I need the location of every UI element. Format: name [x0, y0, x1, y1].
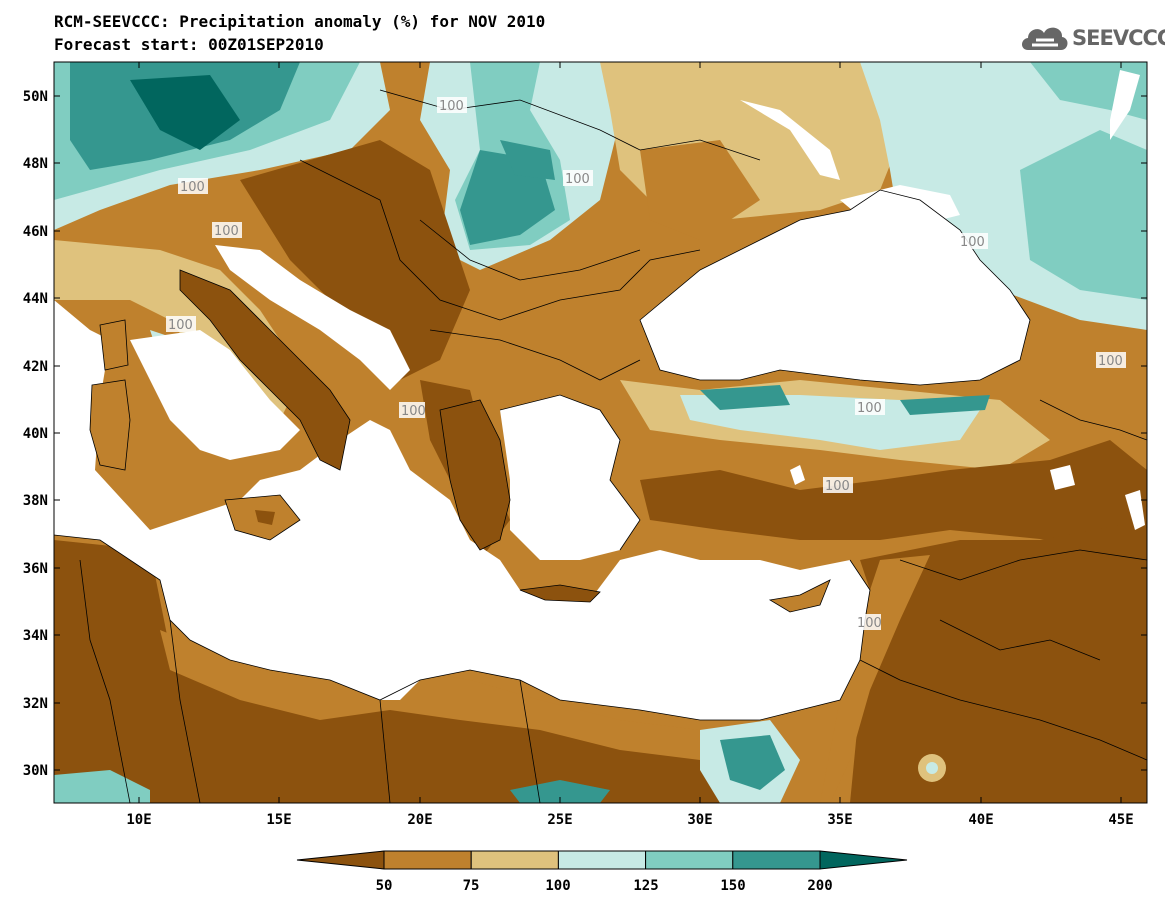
moderate-coast-africa	[160, 630, 740, 760]
cloud-icon	[1022, 27, 1068, 50]
contour-label: 100	[439, 99, 464, 114]
lat-label: 40N	[23, 426, 48, 442]
lat-label: 34N	[23, 628, 48, 644]
contour-label: 100	[857, 401, 882, 416]
italy-peninsula	[180, 270, 350, 470]
lon-label: 15E	[266, 812, 291, 828]
logo-text: SEEVCCC	[1072, 26, 1165, 50]
wet-region-russia	[860, 62, 1147, 330]
contour-label: 100	[857, 616, 882, 631]
wet-region-carpathians	[420, 62, 640, 270]
island-sardinia	[90, 380, 130, 470]
lon-label: 35E	[827, 812, 852, 828]
lon-label: 10E	[126, 812, 151, 828]
dry-region-south-anatolia	[640, 440, 1147, 540]
tyrrhenian-adriatic-sea	[130, 330, 300, 460]
aegean-sea	[500, 395, 640, 560]
lake-dnieper	[740, 100, 840, 180]
dry-region-middle-east	[850, 520, 1147, 803]
lon-label: 40E	[968, 812, 993, 828]
borders	[54, 89, 1147, 803]
lon-label: 30E	[687, 812, 712, 828]
wet-region-central-europe	[54, 62, 390, 230]
lat-label: 46N	[23, 224, 48, 240]
greece-peninsula	[440, 400, 510, 550]
wet-region-anatolia	[620, 380, 1050, 470]
black-sea	[640, 190, 1030, 385]
lon-label: 20E	[407, 812, 432, 828]
lat-label: 48N	[23, 156, 48, 172]
contour-labels: 100 100 100 100 100 100 100 100 100 100 …	[166, 97, 1126, 631]
lat-label: 32N	[23, 696, 48, 712]
lat-label: 30N	[23, 763, 48, 779]
lon-label: 25E	[547, 812, 572, 828]
lat-label: 36N	[23, 561, 48, 577]
lat-label: 44N	[23, 291, 48, 307]
lat-label: 38N	[23, 493, 48, 509]
contour-label: 100	[180, 180, 205, 195]
forecast-start-label: Forecast start: 00Z01SEP2010	[54, 35, 324, 54]
contour-label: 100	[960, 235, 985, 250]
longitude-axis	[138, 62, 1122, 803]
wet-region-libya-coast	[510, 780, 610, 803]
lon-label: 45E	[1108, 812, 1133, 828]
wet-region-nile-delta	[700, 720, 800, 803]
lat-label: 42N	[23, 359, 48, 375]
mediterranean-sea	[54, 300, 870, 720]
contour-label: 100	[1098, 354, 1123, 369]
latitude-axis	[54, 95, 1147, 771]
lat-label: 50N	[23, 89, 48, 105]
map-title: RCM-SEEVCCC: Precipitation anomaly (%) f…	[54, 12, 546, 31]
contour-label: 100	[825, 479, 850, 494]
contour-label: 100	[565, 172, 590, 187]
island-corsica	[100, 320, 128, 370]
island-cyprus	[770, 580, 830, 612]
contour-label: 100	[168, 318, 193, 333]
contour-label: 100	[401, 404, 426, 419]
contour-label: 100	[214, 224, 239, 239]
seevccc-logo: SEEVCCC	[1018, 18, 1165, 58]
sea-of-azov	[840, 185, 960, 225]
